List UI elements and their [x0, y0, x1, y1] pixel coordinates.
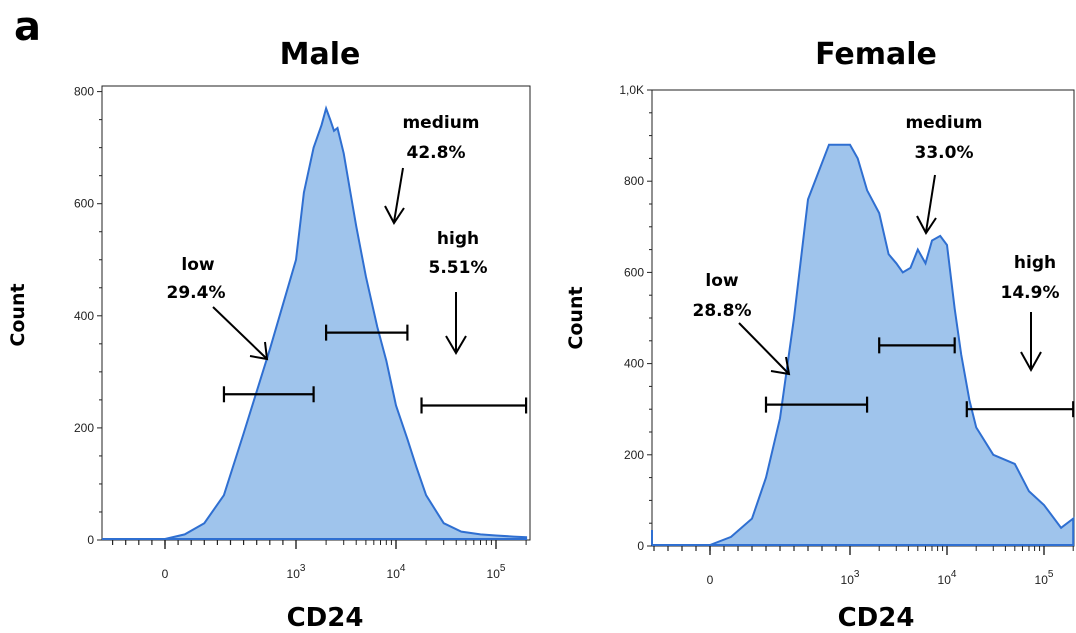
y-tick-label: 800	[74, 85, 94, 99]
arrow-low-female	[738, 322, 789, 374]
arrow-low-male	[212, 306, 267, 359]
arrow-low-head-female	[770, 356, 791, 376]
y-tick-label: 400	[74, 309, 94, 323]
annotation-high-percent-male: 5.51%	[429, 258, 488, 278]
y-axis-label-male: Count	[7, 283, 29, 346]
annotation-low-label-female: low	[705, 271, 739, 291]
y-tick-label: 1,0K	[619, 83, 644, 97]
chart-female: Female Count CD24 0 200 400 600 800 1,0K 0 103…	[565, 37, 1075, 633]
arrow-medium-female	[925, 174, 936, 233]
annotation-high-label-male: high	[437, 229, 479, 249]
arrow-medium-head-male	[384, 205, 405, 225]
annotation-low-label-male: low	[181, 255, 215, 275]
y-tick-label: 0	[87, 533, 94, 547]
x-axis-label-female: CD24	[838, 603, 915, 633]
annotation-medium-percent-female: 33.0%	[915, 143, 974, 163]
y-axis-female: 0 200 400 600 800 1,0K	[619, 83, 652, 553]
annotation-high-label-female: high	[1014, 253, 1056, 273]
y-axis-male: 0 200 400 600 800	[74, 85, 102, 547]
x-tick-label: 0	[707, 573, 714, 587]
annotation-medium-label-male: medium	[402, 113, 479, 133]
x-tick-label: 0	[162, 567, 169, 581]
annotation-low-percent-male: 29.4%	[167, 283, 226, 303]
arrow-high-head-male	[445, 335, 467, 355]
histogram-area-female	[651, 143, 1075, 546]
y-tick-label: 600	[74, 197, 94, 211]
x-tick-label: 105	[1035, 569, 1054, 587]
y-tick-label: 800	[624, 174, 644, 188]
annotation-high-percent-female: 14.9%	[1001, 283, 1060, 303]
x-axis-female: 0 103 104 105	[653, 546, 1074, 587]
histogram-area-male	[102, 105, 528, 540]
arrow-medium-head-female	[916, 215, 937, 235]
arrow-low-head-male	[249, 341, 269, 361]
y-tick-label: 0	[637, 539, 644, 553]
panel-letter: a	[14, 4, 41, 50]
annotation-low-percent-female: 28.8%	[693, 301, 752, 321]
y-tick-label: 200	[74, 421, 94, 435]
chart-title-male: Male	[280, 37, 361, 72]
annotation-medium-label-female: medium	[905, 113, 982, 133]
arrow-high-head-female	[1020, 351, 1042, 373]
annotation-medium-percent-male: 42.8%	[407, 143, 466, 163]
gates-female	[764, 337, 1075, 418]
gates-male	[222, 324, 528, 414]
x-tick-label: 103	[841, 569, 860, 587]
y-axis-label-female: Count	[565, 286, 587, 349]
x-tick-label: 104	[938, 569, 957, 587]
x-axis-label-male: CD24	[287, 603, 364, 633]
x-tick-label: 103	[287, 563, 306, 581]
x-tick-label: 104	[387, 563, 406, 581]
x-axis-male: 0 103 104 105	[111, 540, 527, 581]
chart-male: Male Count CD24 0 200 400 600 800 0 103 104 105…	[7, 37, 531, 633]
x-tick-label: 105	[487, 563, 506, 581]
y-tick-label: 200	[624, 448, 644, 462]
arrow-medium-male	[393, 167, 404, 223]
y-tick-label: 600	[624, 265, 644, 279]
chart-title-female: Female	[815, 37, 937, 72]
y-tick-label: 400	[624, 357, 644, 371]
